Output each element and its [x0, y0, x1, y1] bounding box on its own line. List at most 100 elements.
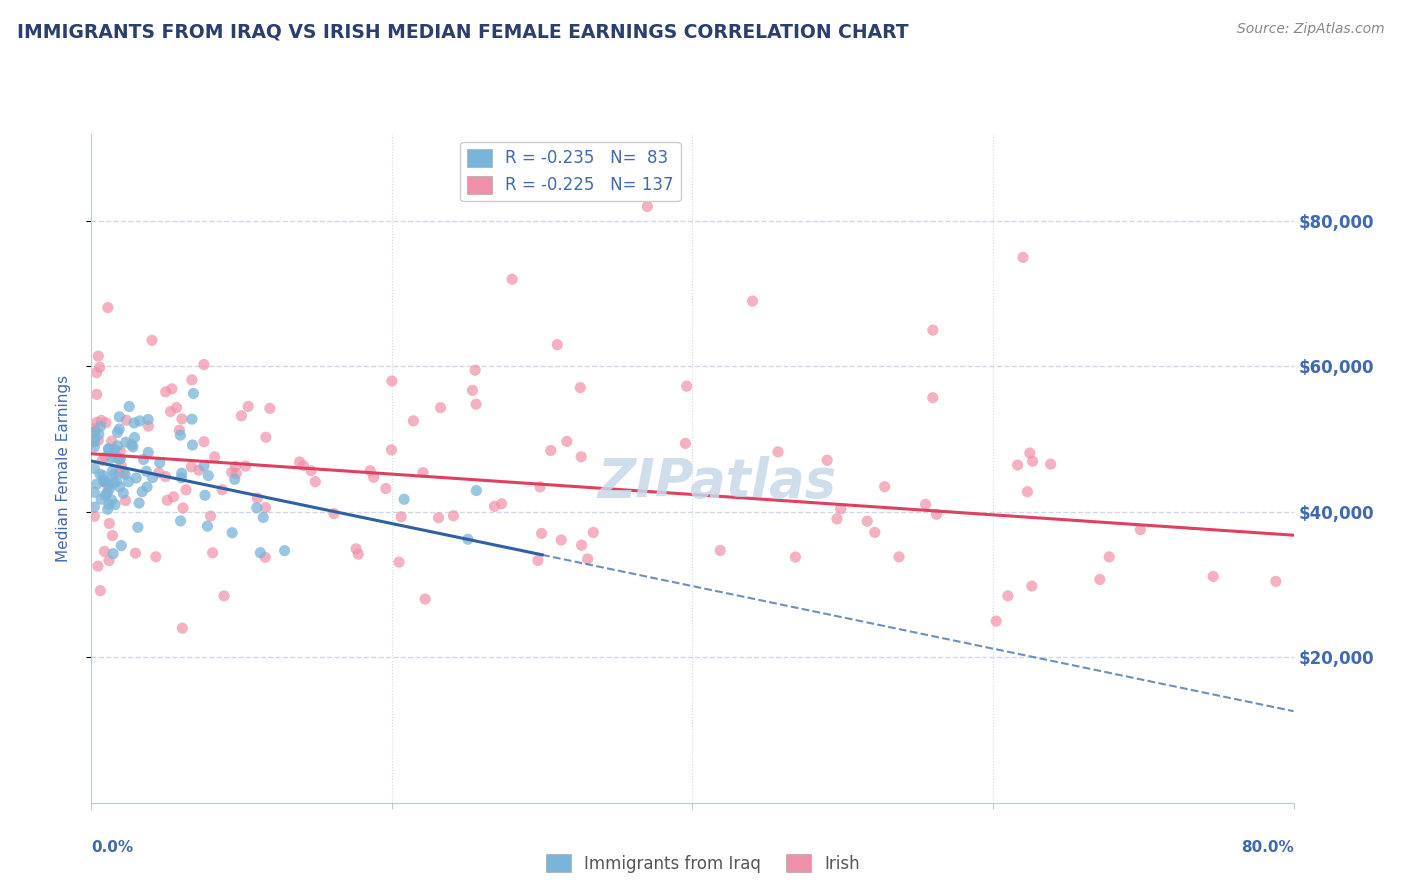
Point — [1021, 454, 1043, 468]
Point — [412, 466, 434, 480]
Point — [97, 442, 120, 456]
Point — [389, 509, 412, 524]
Point — [465, 397, 488, 411]
Point — [114, 467, 136, 482]
Point — [93, 544, 115, 558]
Point — [132, 452, 155, 467]
Point — [110, 458, 132, 473]
Point — [108, 465, 131, 479]
Point — [145, 549, 167, 564]
Point — [741, 294, 763, 309]
Point — [112, 466, 135, 480]
Point — [197, 519, 219, 533]
Point — [374, 482, 396, 496]
Point — [571, 538, 593, 552]
Point — [1018, 446, 1040, 460]
Point — [169, 428, 191, 442]
Point — [212, 589, 235, 603]
Point — [887, 549, 910, 564]
Point — [170, 471, 193, 485]
Point — [673, 436, 696, 450]
Point — [986, 614, 1008, 628]
Point — [766, 445, 789, 459]
Point — [246, 491, 269, 505]
Point — [103, 442, 125, 457]
Point — [93, 474, 115, 488]
Point — [97, 442, 120, 456]
Point — [288, 455, 311, 469]
Point — [413, 592, 436, 607]
Legend: R = -0.235   N=  83, R = -0.225   N= 137: R = -0.235 N= 83, R = -0.225 N= 137 — [460, 142, 681, 201]
Point — [200, 509, 222, 524]
Point — [1098, 549, 1121, 564]
Point — [201, 546, 224, 560]
Point — [108, 452, 131, 467]
Point — [252, 510, 274, 524]
Point — [124, 430, 146, 444]
Point — [110, 444, 132, 458]
Point — [465, 483, 488, 498]
Point — [97, 301, 120, 315]
Point — [115, 413, 138, 427]
Point — [211, 483, 233, 497]
Point — [166, 401, 188, 415]
Point — [402, 414, 425, 428]
Point — [86, 415, 108, 429]
Point — [530, 526, 553, 541]
Point — [105, 475, 128, 489]
Point — [825, 512, 848, 526]
Point — [107, 425, 129, 440]
Point — [925, 508, 948, 522]
Point — [193, 458, 215, 473]
Point — [322, 507, 344, 521]
Point — [87, 349, 110, 363]
Point — [193, 358, 215, 372]
Point — [96, 486, 118, 500]
Point — [1007, 458, 1029, 472]
Point — [540, 443, 562, 458]
Point — [197, 468, 219, 483]
Point — [93, 474, 115, 488]
Point — [461, 384, 484, 398]
Point — [1017, 484, 1039, 499]
Point — [1264, 574, 1286, 589]
Point — [204, 450, 226, 464]
Point — [1012, 251, 1035, 265]
Point — [863, 525, 886, 540]
Point — [104, 450, 127, 464]
Point — [101, 547, 124, 561]
Point — [181, 438, 204, 452]
Point — [83, 425, 105, 440]
Point — [225, 459, 247, 474]
Point — [246, 500, 269, 515]
Point — [89, 419, 111, 434]
Point — [160, 382, 183, 396]
Point — [169, 514, 191, 528]
Point — [529, 480, 551, 494]
Point — [304, 475, 326, 489]
Point — [101, 476, 124, 491]
Point — [388, 555, 411, 569]
Point — [101, 528, 124, 542]
Point — [110, 451, 132, 466]
Point — [709, 543, 731, 558]
Point — [221, 525, 243, 540]
Point — [100, 450, 122, 465]
Point — [86, 477, 108, 491]
Point — [235, 458, 257, 473]
Point — [427, 510, 450, 524]
Point — [169, 423, 191, 437]
Point — [89, 360, 111, 375]
Point — [86, 387, 108, 401]
Point — [87, 559, 110, 574]
Point — [112, 486, 135, 500]
Point — [873, 480, 896, 494]
Point — [100, 493, 122, 508]
Point — [86, 366, 108, 380]
Point — [97, 498, 120, 512]
Point — [359, 464, 381, 478]
Point — [104, 498, 127, 512]
Point — [429, 401, 451, 415]
Point — [1088, 573, 1111, 587]
Point — [108, 422, 131, 436]
